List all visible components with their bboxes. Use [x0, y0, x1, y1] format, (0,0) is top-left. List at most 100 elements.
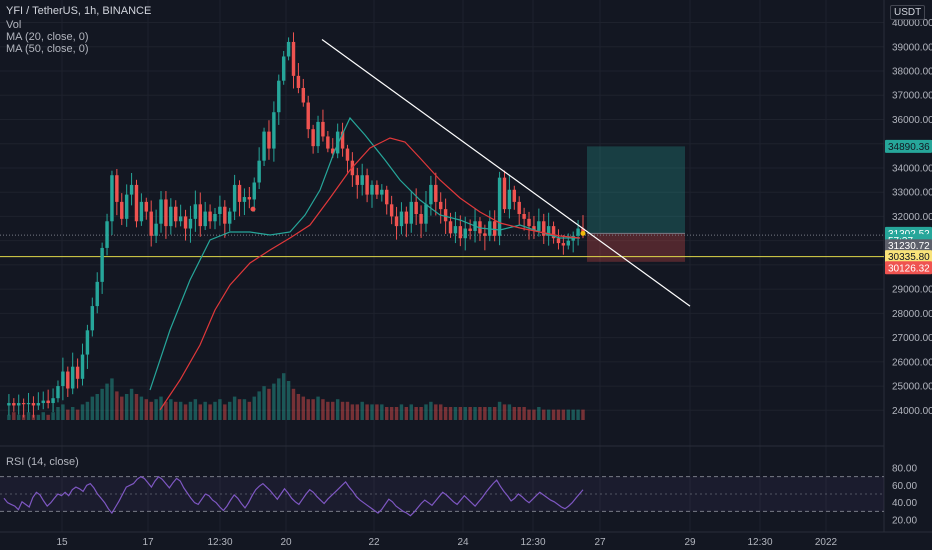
volume-bar — [399, 404, 404, 420]
ma50-line — [159, 137, 581, 411]
candle-body — [286, 41, 291, 57]
volume-bar — [46, 414, 50, 420]
volume-bar — [198, 404, 202, 420]
symbol-title[interactable]: YFI / TetherUS, 1h, BINANCE — [6, 5, 152, 17]
candle-body — [26, 403, 31, 405]
volume-bar — [458, 407, 463, 420]
volume-bar — [223, 404, 227, 420]
candle-body — [80, 354, 85, 379]
volume-bar — [321, 399, 325, 420]
volume-bar — [272, 383, 276, 420]
volume-bar — [100, 388, 104, 420]
price-tag-text: 31230.72 — [888, 241, 930, 252]
volume-bar — [134, 394, 139, 420]
volume-bar — [389, 407, 394, 420]
rsi-legend[interactable]: RSI (14, close) — [6, 456, 79, 468]
volume-bar — [242, 399, 247, 420]
candle-body — [551, 226, 556, 239]
candle-body — [36, 403, 41, 406]
long-position-tool[interactable] — [587, 146, 685, 262]
volume-bar — [331, 401, 335, 420]
volume-bar — [311, 399, 315, 420]
volume-label[interactable]: Vol — [6, 19, 22, 31]
candle-body — [17, 403, 21, 406]
candle-body — [380, 189, 384, 195]
candle-body — [512, 189, 517, 202]
ma50-legend[interactable]: MA (50, close, 0) — [6, 43, 89, 55]
candle-body — [507, 189, 512, 210]
volume-bar — [301, 396, 306, 420]
candlesticks — [7, 32, 585, 418]
volume-bar — [26, 412, 31, 420]
descending-trendline[interactable] — [250, 39, 691, 307]
candle-body — [198, 204, 202, 227]
candle-body — [257, 160, 261, 183]
volume-bar — [380, 404, 384, 420]
volume-bar — [17, 414, 21, 420]
price-tick-label: 39000.00 — [892, 42, 932, 53]
candle-body — [326, 136, 330, 149]
candle-body — [301, 87, 306, 103]
volume-bar — [566, 409, 570, 420]
candle-body — [409, 201, 413, 224]
volume-bar — [385, 407, 389, 420]
price-tick-label: 37000.00 — [892, 91, 932, 102]
candle-body — [124, 194, 129, 219]
candle-body — [227, 211, 232, 224]
candle-body — [443, 209, 448, 222]
alert-marker — [580, 230, 586, 236]
volume-bar — [80, 404, 85, 420]
candle-body — [174, 206, 178, 222]
volume-bar — [110, 378, 114, 420]
volume-bar — [527, 409, 531, 420]
volume-bar — [208, 404, 212, 420]
volume-bar — [316, 396, 320, 420]
candle-body — [296, 75, 301, 88]
volume-bar — [149, 401, 153, 420]
candle-body — [483, 233, 487, 236]
ma20-legend[interactable]: MA (20, close, 0) — [6, 31, 89, 43]
volume-bar — [66, 409, 70, 420]
rsi-tick-label: 60.00 — [892, 481, 917, 492]
candle-body — [70, 366, 75, 389]
volume-bar — [468, 407, 472, 420]
price-tag: 31230.72 — [885, 239, 932, 253]
currency-selector[interactable]: USDT — [890, 5, 926, 20]
time-tick-label: 12:30 — [520, 537, 545, 548]
candle-body — [527, 218, 531, 227]
price-tick-label: 26000.00 — [892, 357, 932, 368]
profit-zone — [587, 146, 685, 234]
volume-bar — [448, 407, 453, 420]
price-tag-text: 34890.36 — [888, 142, 930, 153]
rsi-pane — [0, 475, 884, 517]
candle-body — [389, 204, 394, 217]
volume-bar — [350, 404, 355, 420]
candle-body — [311, 129, 315, 147]
volume-bar — [360, 401, 364, 420]
volume-bar — [193, 399, 198, 420]
candle-body — [218, 206, 222, 214]
volume-bar — [443, 407, 448, 420]
candle-body — [385, 189, 389, 205]
support-line[interactable] — [0, 234, 884, 258]
candle-body — [546, 226, 551, 236]
candle-body — [134, 184, 139, 222]
time-tick-label: 2022 — [815, 537, 838, 548]
volume-bar — [438, 404, 443, 420]
candle-body — [404, 211, 409, 224]
volume-bar — [478, 407, 482, 420]
candle-body — [21, 403, 26, 405]
time-tick-label: 27 — [594, 537, 606, 548]
time-tick-label: 15 — [56, 537, 68, 548]
time-tick-label: 12:30 — [207, 537, 232, 548]
volume-bar — [370, 404, 374, 420]
price-tick-label: 32000.00 — [892, 212, 932, 223]
candle-body — [281, 56, 286, 81]
time-tick-label: 17 — [142, 537, 154, 548]
volume-bar — [375, 404, 379, 420]
time-axis[interactable]: 15 17 12:30 20 22 24 12:30 27 29 12:30 2022 — [56, 537, 837, 548]
volume-bar — [556, 409, 561, 420]
volume-bar — [532, 409, 536, 420]
price-tag: 30335.80 — [885, 250, 932, 264]
